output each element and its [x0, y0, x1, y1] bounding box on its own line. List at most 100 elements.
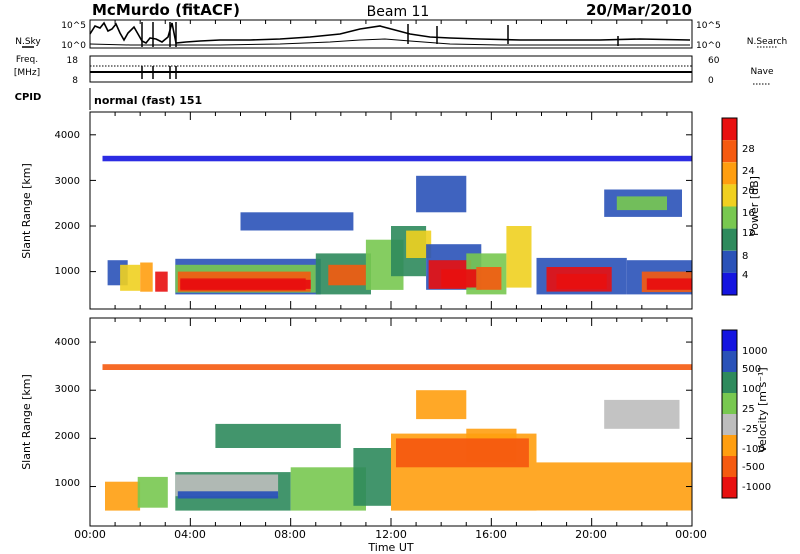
- velocity-cbar-tick-500: 500: [742, 364, 761, 375]
- xtick-0000: 00:00: [74, 528, 106, 541]
- freq-tick-bottom: 8: [72, 76, 78, 86]
- freq-spikes: [141, 66, 177, 79]
- xtick-1600: 16:00: [475, 528, 507, 541]
- power-cbar-swatch-6: [722, 140, 737, 163]
- power-ylabel: Slant Range [km]: [20, 163, 33, 259]
- nave-tick-bottom: 0: [708, 76, 714, 86]
- nsky-label: N.Sky: [15, 37, 41, 47]
- power-ytick-3000: 3000: [55, 176, 80, 187]
- power-cbar-tick-28: 28: [742, 144, 755, 155]
- velocity-colorbar: [721, 329, 738, 499]
- velocity-cbar-tick-25: 25: [742, 404, 755, 415]
- x-axis-ticks: [89, 20, 693, 526]
- power-overlay-cell-3: [646, 278, 692, 290]
- velocity-block-cell-10: [416, 390, 467, 420]
- nave-tick-top: 60: [708, 56, 720, 66]
- power-ytick-1000: 1000: [55, 266, 80, 277]
- velocity-cbar-tick-neg500: -500: [742, 462, 765, 473]
- power-ytick-4000: 4000: [55, 130, 80, 141]
- power-block-cell-17: [506, 226, 532, 288]
- velocity-cbar-swatch-7: [722, 330, 737, 351]
- velocity-cbar-swatch-5: [722, 372, 737, 393]
- power-block-cell-26: [240, 212, 354, 231]
- power-cbar-swatch-1: [722, 250, 737, 273]
- freq-panel: [89, 55, 693, 83]
- velocity-ytick-4000: 4000: [55, 337, 80, 348]
- noise-tick-left-top: 10^5: [61, 21, 86, 31]
- freq-label-1: Freq.: [16, 55, 38, 65]
- cpid-value: normal (fast) 151: [94, 94, 202, 107]
- velocity-cbar-tick-100: 100: [742, 384, 761, 395]
- velocity-panel: [89, 317, 693, 527]
- velocity-colorbar-label: Velocity [m s⁻¹]: [756, 367, 769, 452]
- x-axis-label: Time UT: [367, 541, 413, 554]
- xtick-1200: 12:00: [375, 528, 407, 541]
- power-overlay-cell-0: [180, 279, 311, 289]
- power-cbar-tick-4: 4: [742, 270, 748, 281]
- power-block-cell-16: [476, 267, 502, 290]
- nsearch-label: N.Search: [747, 37, 788, 47]
- noise-tick-right-bottom: 10^0: [696, 41, 721, 51]
- power-cbar-swatch-5: [722, 162, 737, 185]
- noise-tick-right-top: 10^5: [696, 21, 721, 31]
- power-cbar-swatch-3: [722, 206, 737, 229]
- velocity-ytick-3000: 3000: [55, 384, 80, 395]
- power-colorbar: [721, 117, 738, 296]
- freq-label-2: [MHz]: [14, 68, 40, 78]
- power-ytick-2000: 2000: [55, 221, 80, 232]
- power-cbar-swatch-2: [722, 228, 737, 251]
- power-block-cell-9: [328, 264, 366, 286]
- nsky-trace: [89, 21, 691, 45]
- power-colorbar-label: Power [dB]: [748, 176, 761, 236]
- velocity-overlay-cell-0: [396, 438, 529, 468]
- freq-tick-top: 18: [67, 56, 79, 66]
- power-block-cell-2: [140, 262, 153, 292]
- velocity-cbar-tick-neg1000: -1000: [742, 482, 771, 493]
- velocity-cbar-frame: [721, 329, 738, 499]
- power-cells: [102, 155, 692, 295]
- power-cbar-swatch-7: [722, 118, 737, 141]
- power-cbar-tick-24: 24: [742, 166, 755, 177]
- power-cbar-tick-16: 16: [742, 208, 755, 219]
- station-title: McMurdo (fitACF): [92, 1, 240, 19]
- power-cbar-tick-20: 20: [742, 186, 755, 197]
- date-title: 20/Mar/2010: [586, 1, 692, 19]
- nave-label: Nave: [750, 67, 774, 77]
- nsearch-trace: [89, 38, 690, 46]
- velocity-cbar-swatch-1: [722, 456, 737, 477]
- velocity-cells: [102, 364, 692, 511]
- velocity-cbar-swatch-2: [722, 435, 737, 456]
- velocity-ytick-2000: 2000: [55, 431, 80, 442]
- velocity-block-cell-5: [353, 448, 391, 506]
- power-block-cell-3: [155, 271, 168, 292]
- velocity-block-cell-0: [105, 481, 141, 511]
- velocity-block-cell-1: [137, 476, 168, 508]
- xtick-0400: 04:00: [174, 528, 206, 541]
- xtick-2400: 00:00: [675, 528, 707, 541]
- velocity-cbar-tick-1000: 1000: [742, 346, 767, 357]
- cpid-label: CPID: [15, 92, 42, 103]
- velocity-ylabel: Slant Range [km]: [20, 374, 33, 470]
- power-cbar-swatch-4: [722, 184, 737, 207]
- velocity-cbar-tick-neg25: -25: [742, 424, 758, 435]
- velocity-cbar-swatch-3: [722, 414, 737, 435]
- power-panel: [89, 111, 693, 310]
- velocity-cbar-swatch-6: [722, 351, 737, 372]
- power-cbar-tick-12: 12: [742, 228, 755, 239]
- velocity-overlay-cell-1: [177, 491, 279, 499]
- xtick-2000: 20:00: [575, 528, 607, 541]
- noise-spikes: [141, 22, 619, 47]
- power-cbar-frame: [721, 117, 738, 296]
- power-block-cell-25: [102, 155, 692, 162]
- velocity-block-cell-9: [604, 399, 680, 429]
- power-block-cell-1: [120, 264, 141, 291]
- power-cbar-swatch-0: [722, 272, 737, 295]
- velocity-block-cell-8: [536, 462, 692, 511]
- power-cbar-tick-8: 8: [742, 251, 748, 262]
- velocity-block-cell-12: [215, 423, 341, 448]
- velocity-ytick-1000: 1000: [55, 478, 80, 489]
- noise-tick-left-bottom: 10^0: [61, 41, 86, 51]
- xtick-0800: 08:00: [274, 528, 306, 541]
- velocity-block-cell-3: [175, 474, 279, 497]
